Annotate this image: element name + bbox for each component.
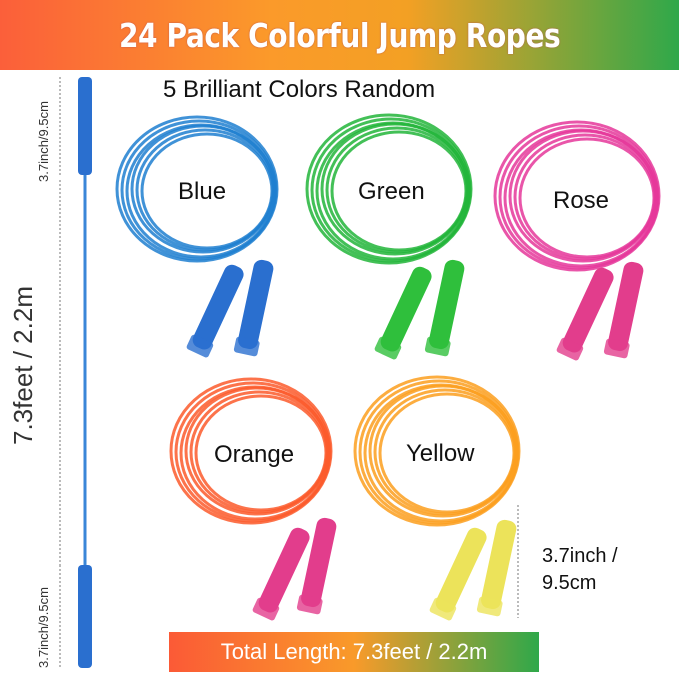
handle-length-line2: 9.5cm [542,572,597,594]
label-green: Green [358,178,425,205]
handle-yellow [429,527,487,621]
handle-green [424,259,465,357]
title-banner: 24 Pack Colorful Jump Ropes [0,0,679,70]
vertical-rope-top-handle [78,77,92,175]
handle-top-length: 3.7inch/9.5cm [36,101,51,182]
title: 24 Pack Colorful Jump Ropes [118,15,561,55]
handle-blue [233,259,274,357]
handle-length-line1: 3.7inch / [542,545,618,567]
handle-length-note: 3.7inch / 9.5cm [542,543,618,597]
label-orange: Orange [214,441,295,468]
handle-blue [186,264,244,358]
rope-coil-orange [194,394,328,512]
total-length-banner: Total Length: 7.3feet / 2.2m [169,632,539,672]
label-yellow: Yellow [406,440,475,467]
handle-rose [603,261,644,359]
vertical-rope-bottom-handle [78,565,92,668]
handle-rose [556,267,614,361]
label-rose: Rose [553,187,610,214]
handle-orange [296,517,337,615]
label-blue: Blue [178,178,227,205]
rope-coil-blue [140,132,274,250]
handle-green [374,266,432,360]
rope-length: 7.3feet / 2.2m [8,286,38,445]
handle-orange [252,527,310,621]
handle-yellow [476,519,517,617]
subtitle: 5 Brilliant Colors Random [163,76,436,103]
rope-coil-yellow [378,392,516,514]
rope-coil-green [330,130,468,252]
handle-bottom-length: 3.7inch/9.5cm [36,587,51,668]
rope-coil-rose [518,137,656,259]
